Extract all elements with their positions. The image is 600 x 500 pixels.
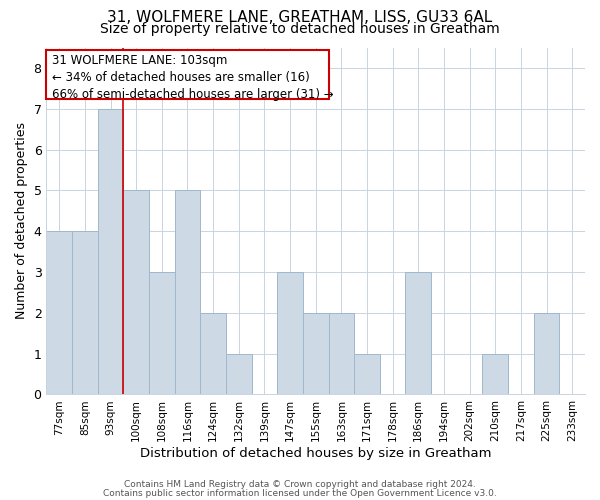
Text: Size of property relative to detached houses in Greatham: Size of property relative to detached ho… bbox=[100, 22, 500, 36]
Bar bbox=[98, 108, 124, 395]
Bar bbox=[175, 190, 200, 394]
Text: 31 WOLFMERE LANE: 103sqm: 31 WOLFMERE LANE: 103sqm bbox=[52, 54, 227, 66]
Bar bbox=[534, 313, 559, 394]
X-axis label: Distribution of detached houses by size in Greatham: Distribution of detached houses by size … bbox=[140, 447, 491, 460]
Bar bbox=[149, 272, 175, 394]
Y-axis label: Number of detached properties: Number of detached properties bbox=[15, 122, 28, 320]
Text: 31, WOLFMERE LANE, GREATHAM, LISS, GU33 6AL: 31, WOLFMERE LANE, GREATHAM, LISS, GU33 … bbox=[107, 10, 493, 25]
Text: Contains HM Land Registry data © Crown copyright and database right 2024.: Contains HM Land Registry data © Crown c… bbox=[124, 480, 476, 489]
Bar bbox=[354, 354, 380, 395]
Bar bbox=[226, 354, 251, 395]
Bar bbox=[482, 354, 508, 395]
Text: Contains public sector information licensed under the Open Government Licence v3: Contains public sector information licen… bbox=[103, 489, 497, 498]
Bar bbox=[72, 231, 98, 394]
Bar bbox=[124, 190, 149, 394]
Bar bbox=[46, 231, 72, 394]
Bar bbox=[200, 313, 226, 394]
Bar bbox=[303, 313, 329, 394]
Bar bbox=[406, 272, 431, 394]
Bar bbox=[277, 272, 303, 394]
Bar bbox=[329, 313, 354, 394]
Text: ← 34% of detached houses are smaller (16): ← 34% of detached houses are smaller (16… bbox=[52, 71, 309, 84]
Text: 66% of semi-detached houses are larger (31) →: 66% of semi-detached houses are larger (… bbox=[52, 88, 333, 101]
FancyBboxPatch shape bbox=[46, 50, 329, 98]
